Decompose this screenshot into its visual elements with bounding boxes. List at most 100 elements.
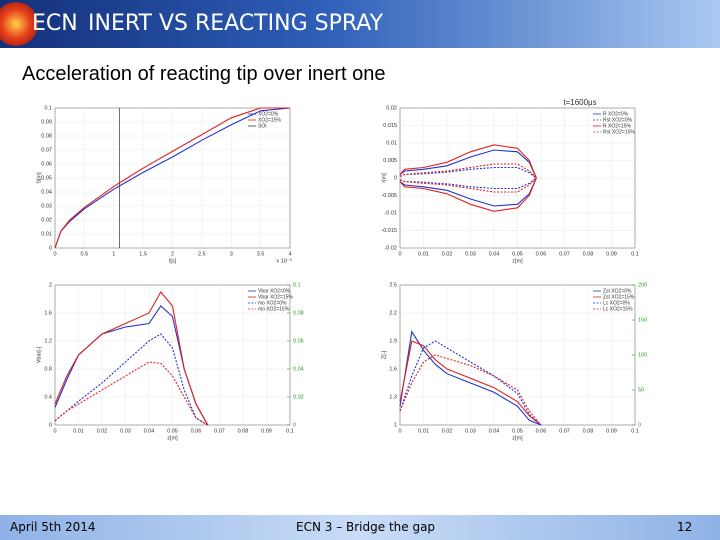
- y-tick-label: 2.5: [389, 282, 397, 288]
- legend-label: Rst XO2=0%: [603, 117, 633, 123]
- x-tick-label: 0.04: [489, 428, 500, 434]
- y-tick-label: 0.01: [386, 140, 397, 146]
- legend-label: XO2=15%: [258, 117, 281, 123]
- y-tick-label: 0.03: [41, 203, 52, 209]
- y2-tick-label: 0.08: [293, 310, 304, 316]
- y-tick-label: 0.06: [41, 161, 52, 167]
- x-tick-label: 0.05: [512, 428, 523, 434]
- legend-label: Vbar XO2=15%: [258, 294, 293, 300]
- series-line: [54, 107, 290, 249]
- series-line: [54, 333, 209, 426]
- x-tick-label: 0: [398, 251, 401, 257]
- series-line: [399, 330, 542, 426]
- x-tick-label: 0: [53, 428, 56, 434]
- x-axis-label: z[m]: [512, 258, 523, 264]
- y2-tick-label: 0.02: [293, 394, 304, 400]
- y-tick-label: 1.3: [389, 394, 397, 400]
- x-tick-label: 0.09: [261, 428, 272, 434]
- x-tick-label: 0: [53, 251, 56, 257]
- legend-label: Lc XO2=0%: [603, 300, 630, 306]
- x-tick-label: 0.02: [442, 251, 453, 257]
- logo: [0, 2, 38, 46]
- x-tick-label: 4: [288, 251, 291, 257]
- x-axis-label: t[s]: [169, 258, 177, 264]
- y-tick-label: 0.02: [41, 217, 52, 223]
- y2-tick-label: 0.1: [293, 282, 301, 288]
- x-axis-label: z[m]: [512, 435, 523, 441]
- y-tick-label: 1: [394, 422, 397, 428]
- x-tick-label: 0.04: [144, 428, 155, 434]
- y-tick-label: 2: [49, 282, 52, 288]
- legend-label: mo XO2=15%: [258, 306, 290, 312]
- legend-label: Vbar XO2=0%: [258, 288, 291, 294]
- y2-tick-label: 50: [638, 387, 644, 393]
- series-line-lower: [399, 177, 537, 212]
- legend-label: mo XO2=0%: [258, 300, 287, 306]
- series-line: [399, 149, 537, 179]
- x-tick-label: 0.05: [167, 428, 178, 434]
- subtitle: Acceleration of reacting tip over inert …: [22, 63, 386, 85]
- series-line: [399, 340, 542, 426]
- y-tick-label: 0.8: [44, 366, 52, 372]
- series-line: [399, 144, 537, 179]
- series-line: [399, 340, 542, 426]
- y-axis-label: Vbar[-]: [36, 346, 42, 363]
- legend-label: R XO2=15%: [603, 123, 631, 129]
- x-tick-label: 0.06: [191, 428, 202, 434]
- axis-annotation: x 10⁻³: [276, 258, 291, 264]
- y2-tick-label: 0: [293, 422, 296, 428]
- y-tick-label: 1.6: [389, 366, 397, 372]
- y-tick-label: 0.08: [41, 133, 52, 139]
- y-tick-label: 0: [49, 422, 52, 428]
- x-tick-label: 3.5: [257, 251, 265, 257]
- y-tick-label: 1.2: [44, 338, 52, 344]
- x-tick-label: 0.04: [489, 251, 500, 257]
- x-tick-label: 0.08: [583, 428, 594, 434]
- y-tick-label: 0.005: [383, 158, 397, 164]
- series-line-lower: [399, 177, 537, 193]
- legend-label: Zst XO2=0%: [603, 288, 632, 294]
- x-tick-label: 0.06: [536, 251, 547, 257]
- x-tick-label: 0.07: [559, 251, 570, 257]
- y-tick-label: -0.015: [381, 228, 397, 234]
- y-tick-label: 0.09: [41, 119, 52, 125]
- series-line: [399, 354, 542, 426]
- x-tick-label: 0.08: [238, 428, 249, 434]
- y-axis-label: Z[-]: [381, 350, 387, 359]
- y2-tick-label: 0.04: [293, 366, 304, 372]
- y-tick-label: 0.04: [41, 189, 52, 195]
- y2-tick-label: 0.06: [293, 338, 304, 344]
- slide-title: INERT VS REACTING SPRAY: [88, 11, 384, 36]
- chart-title: t=1600μs: [563, 98, 596, 107]
- y-tick-label: 1.6: [44, 310, 52, 316]
- y-tick-label: -0.005: [381, 193, 397, 199]
- y-tick-label: -0.01: [384, 210, 397, 216]
- footer-date: April 5th 2014: [10, 520, 96, 534]
- series-line: [54, 361, 209, 426]
- series-line: [54, 291, 209, 426]
- y-tick-label: 0: [49, 245, 52, 251]
- legend-label: XO2=0%: [258, 111, 279, 117]
- y-axis-label: r[m]: [381, 173, 387, 183]
- x-tick-label: 0.01: [73, 428, 84, 434]
- y-tick-label: 0.07: [41, 147, 52, 153]
- y-tick-label: 0.4: [44, 394, 52, 400]
- x-tick-label: 0.03: [465, 251, 476, 257]
- series-line: [54, 107, 291, 249]
- page-number: 12: [677, 520, 693, 534]
- y-axis-label: S[m]: [36, 172, 42, 184]
- x-tick-label: 0.03: [465, 428, 476, 434]
- series-line: [399, 163, 537, 179]
- x-tick-label: 0.01: [418, 428, 429, 434]
- legend-label: Lc XO2=15%: [603, 306, 633, 312]
- x-tick-label: 0.07: [214, 428, 225, 434]
- y-tick-label: 0.02: [386, 105, 397, 111]
- legend-label: R XO2=0%: [603, 111, 629, 117]
- legend-label: SOI: [258, 123, 267, 129]
- x-tick-label: 0.1: [631, 428, 639, 434]
- y-tick-label: 2.2: [389, 310, 397, 316]
- x-tick-label: 0.08: [583, 251, 594, 257]
- x-tick-label: 0.1: [286, 428, 294, 434]
- x-tick-label: 0.5: [81, 251, 89, 257]
